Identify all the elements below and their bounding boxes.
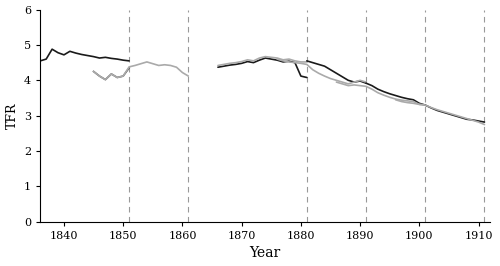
X-axis label: Year: Year	[250, 246, 281, 260]
Y-axis label: TFR: TFR	[6, 102, 18, 129]
